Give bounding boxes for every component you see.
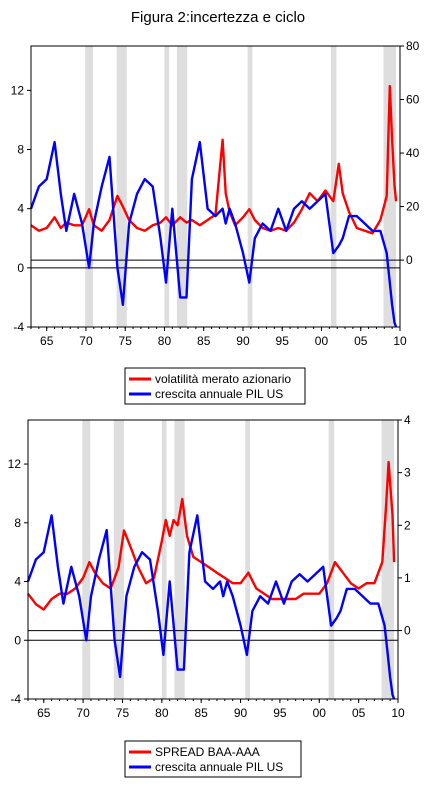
legend-label: SPREAD BAA-AAA [155,745,260,759]
plot-frame [27,419,399,700]
recession-band [328,420,335,699]
x-tick-label: 80 [158,334,172,348]
right-tick-label: 0 [406,253,413,267]
left-tick-label: 12 [11,83,25,97]
x-tick-label: 75 [116,706,130,720]
x-tick-label: 70 [79,334,93,348]
chart-volatility-gdp: 65 70 75 80 85 90 95 00 05 10 -4 0 4 8 12 0 20 40 60 80 vola… [11,39,420,405]
x-tick-label: 05 [354,334,368,348]
recession-band [116,46,127,327]
left-tick-label: 12 [8,457,22,471]
right-tick-label: 1 [404,571,411,585]
x-tick-label: 65 [37,706,51,720]
right-tick-label: 20 [406,200,420,214]
x-tick-label: 70 [76,706,90,720]
recession-band [245,420,250,699]
right-tick-label: 60 [406,93,420,107]
left-tick-label: 4 [17,202,24,216]
recession-band [164,46,170,327]
x-tick-label: 00 [315,334,329,348]
legend-label: crescita annuale PIL US [155,760,283,774]
x-tick-label: 95 [273,706,287,720]
right-tick-label: 2 [404,518,411,532]
left-tick-label: 0 [14,633,21,647]
x-tick-label: 90 [234,706,248,720]
x-tick-label: 05 [352,706,366,720]
recession-band [330,46,337,327]
right-tick-label: 80 [406,39,420,53]
recession-band [85,46,94,327]
x-tick-label: 10 [393,334,407,348]
left-tick-label: 4 [14,575,21,589]
x-tick-label: 80 [155,706,169,720]
series-line-right [30,84,398,235]
left-tick-label: 8 [17,143,24,157]
series-line-left [26,514,396,700]
series-line-left [29,140,398,328]
legend-box [124,367,306,405]
recession-band [247,46,253,327]
recession-band [161,420,167,699]
x-tick-label: 10 [391,706,405,720]
left-tick-label: 0 [17,261,24,275]
right-tick-label: 4 [404,413,411,427]
right-tick-label: 40 [406,146,420,160]
x-tick-label: 00 [313,706,327,720]
legend-label: crescita annuale PIL US [155,387,283,401]
right-tick-label: 3 [404,466,411,480]
x-tick-label: 95 [276,334,290,348]
recession-band [177,46,188,327]
legend-label: volatilità merato azionario [155,372,291,386]
x-tick-label: 65 [40,334,54,348]
x-tick-label: 90 [236,334,250,348]
legend-box [124,740,302,778]
x-tick-label: 85 [197,334,211,348]
plot-frame [30,45,401,328]
left-tick-label: -4 [10,692,21,706]
figure-title: Figura 2:incertezza e ciclo [131,9,305,26]
x-tick-label: 75 [119,334,133,348]
x-tick-label: 85 [195,706,209,720]
left-tick-label: 8 [14,516,21,530]
right-tick-label: 0 [404,624,411,638]
recession-band [174,420,185,699]
recession-band [82,420,91,699]
left-tick-label: -4 [13,320,24,334]
